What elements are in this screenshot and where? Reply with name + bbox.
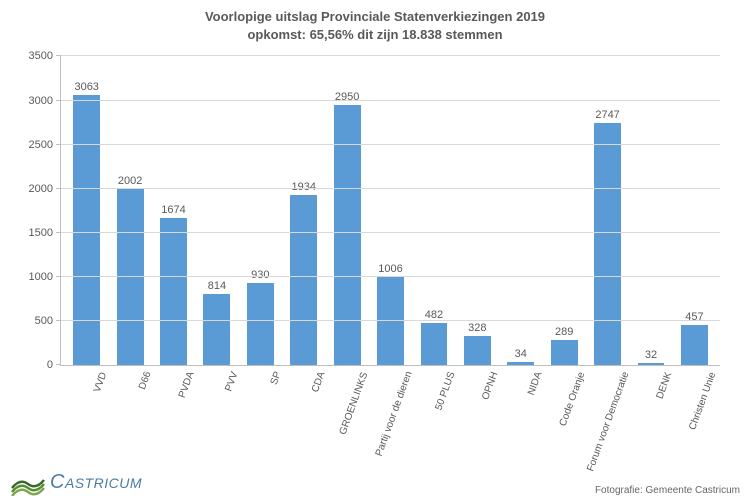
bar [681,325,708,365]
gridline [61,144,720,145]
y-tick-label: 0 [47,359,61,371]
chart-container: Voorlopige uitslag Provinciale Statenver… [0,0,750,500]
bar-slot: 3063 [65,56,108,365]
bar-slot: 1674 [152,56,195,365]
y-tick-label: 2000 [29,183,61,195]
x-label-slot: PVDA [151,369,194,479]
bar-value-label: 1674 [161,204,185,216]
gridline [61,320,720,321]
gridline [61,188,720,189]
chart-wrap: 3063 2002 1674 814 930 1934 2950 1006 482 328 34 28… [0,48,750,500]
y-tick-label: 2500 [29,139,61,151]
bar-value-label: 289 [555,326,573,338]
x-label-slot: Forum voor Democratie [586,369,629,479]
chart-title-block: Voorlopige uitslag Provinciale Statenver… [0,0,750,48]
title-line-1: Voorlopige uitslag Provinciale Statenver… [0,8,750,26]
x-label-slot: OPNH [455,369,498,479]
x-label-slot: PVV [194,369,237,479]
bar-value-label: 2747 [595,109,619,121]
x-axis-label: OPNH [453,371,501,478]
bar-value-label: 814 [208,280,226,292]
plot-area: 3063 2002 1674 814 930 1934 2950 1006 482 328 34 28… [60,56,720,366]
y-tick-label: 1500 [29,227,61,239]
logo-waves-icon [10,468,46,496]
bar [73,95,100,365]
x-label-slot: 50 PLUS [412,369,455,479]
bar-value-label: 3063 [74,81,98,93]
bar-value-label: 328 [468,322,486,334]
x-axis-label: Christen Unie [670,371,718,478]
bar [464,336,491,365]
bar-slot: 814 [195,56,238,365]
bar [507,362,534,365]
x-axis-label: D66 [105,371,153,478]
bar-value-label: 1006 [378,263,402,275]
x-axis-label: VVD [62,371,110,478]
bar [247,283,274,365]
y-tick-label: 500 [35,315,61,327]
gridline [61,276,720,277]
x-axis-label: 50 PLUS [410,371,458,478]
bar-slot: 2747 [586,56,629,365]
x-label-slot: Christen Unie [673,369,716,479]
bar [290,195,317,366]
bar-value-label: 34 [515,348,527,360]
x-axis-label: GROENLINKS [323,371,371,478]
logo: CASTRICUM [10,468,142,496]
x-label-slot: NIDA [499,369,542,479]
bar-slot: 930 [239,56,282,365]
bar-value-label: 32 [645,349,657,361]
bar [638,363,665,366]
x-axis-labels: VVDD66PVDAPVVSPCDAGROENLINKSPartij voor … [60,366,720,479]
bar-value-label: 2002 [118,175,142,187]
bar-value-label: 2950 [335,91,359,103]
x-axis-label: Forum voor Democratie [583,371,631,478]
y-tick-label: 3000 [29,95,61,107]
x-label-slot: SP [238,369,281,479]
x-axis-label: PVDA [149,371,197,478]
title-line-2: opkomst: 65,56% dit zijn 18.838 stemmen [0,26,750,44]
bar-slot: 1006 [369,56,412,365]
gridline [61,100,720,101]
bar [160,218,187,366]
bar-slot: 1934 [282,56,325,365]
bar [203,294,230,366]
x-axis-label: CDA [279,371,327,478]
x-axis-label: SP [236,371,284,478]
bar [551,340,578,366]
bar-slot: 482 [412,56,455,365]
x-label-slot: GROENLINKS [325,369,368,479]
x-label-slot: Code Oranje [542,369,585,479]
x-axis-label: NIDA [496,371,544,478]
bar-slot: 2002 [108,56,151,365]
bars-group: 3063 2002 1674 814 930 1934 2950 1006 482 328 34 28… [61,56,720,365]
x-label-slot: CDA [281,369,324,479]
x-label-slot: D66 [107,369,150,479]
bar-slot: 328 [456,56,499,365]
x-axis-label: Partij voor de dieren [366,371,414,478]
x-label-slot: VVD [64,369,107,479]
photo-credit: Fotografie: Gemeente Castricum [595,485,740,496]
x-axis-label: Code Oranje [540,371,588,478]
logo-text: CASTRICUM [50,471,142,494]
gridline [61,55,720,56]
bar-value-label: 1934 [291,181,315,193]
x-label-slot: DENK [629,369,672,479]
x-axis-label: DENK [627,371,675,478]
bar-slot: 289 [542,56,585,365]
x-label-slot: Partij voor de dieren [368,369,411,479]
bar-slot: 2950 [325,56,368,365]
bar [594,123,621,366]
bar [421,323,448,366]
y-tick-label: 1000 [29,271,61,283]
bar-slot: 457 [673,56,716,365]
y-tick-label: 3500 [29,50,61,62]
x-axis-label: PVV [192,371,240,478]
gridline [61,232,720,233]
footer: CASTRICUM Fotografie: Gemeente Castricum [10,468,740,496]
bar-slot: 32 [629,56,672,365]
bar-slot: 34 [499,56,542,365]
bar-value-label: 482 [425,309,443,321]
